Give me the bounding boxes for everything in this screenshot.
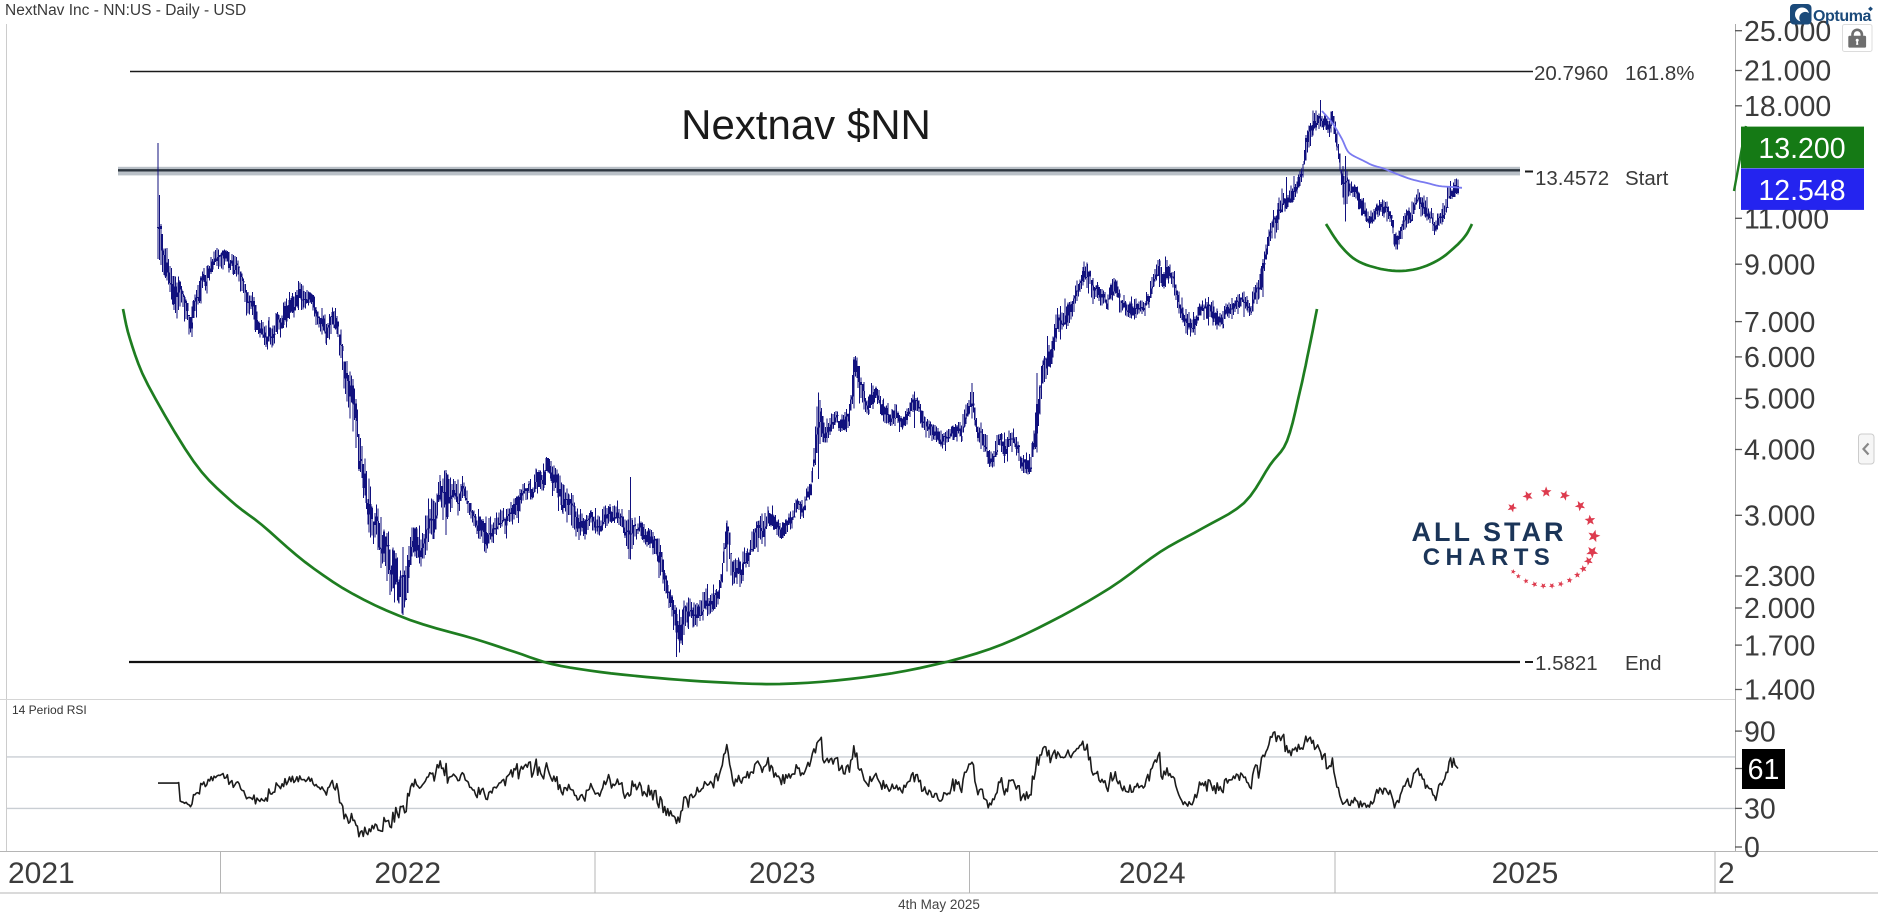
svg-text:Optuma: Optuma — [1813, 8, 1872, 25]
svg-text:20.7960: 20.7960 — [1534, 62, 1608, 85]
svg-text:2021: 2021 — [8, 857, 75, 890]
svg-text:4.000: 4.000 — [1744, 435, 1815, 467]
svg-text:1.700: 1.700 — [1744, 630, 1815, 662]
svg-text:5.000: 5.000 — [1744, 384, 1815, 416]
svg-text:4th May 2025: 4th May 2025 — [898, 897, 980, 912]
svg-text:Nextnav $NN: Nextnav $NN — [681, 101, 931, 148]
svg-text:1.5821: 1.5821 — [1535, 652, 1598, 675]
svg-text:0: 0 — [1744, 832, 1760, 864]
svg-text:21.000: 21.000 — [1744, 56, 1831, 88]
svg-text:9.000: 9.000 — [1744, 249, 1815, 281]
svg-text:2023: 2023 — [749, 857, 816, 890]
svg-text:30: 30 — [1744, 794, 1776, 826]
svg-text:161.8%: 161.8% — [1625, 62, 1695, 85]
svg-text:2024: 2024 — [1119, 857, 1186, 890]
svg-text:12.548: 12.548 — [1758, 175, 1845, 207]
svg-text:90: 90 — [1744, 716, 1776, 748]
svg-text:End: End — [1625, 652, 1661, 675]
svg-text:13.200: 13.200 — [1758, 133, 1845, 165]
svg-text:2: 2 — [1718, 857, 1735, 890]
svg-text:2025: 2025 — [1492, 857, 1559, 890]
svg-text:14 Period RSI: 14 Period RSI — [12, 703, 87, 717]
svg-text:6.000: 6.000 — [1744, 342, 1815, 374]
svg-text:61: 61 — [1748, 754, 1780, 786]
svg-text:2.300: 2.300 — [1744, 561, 1815, 593]
svg-text:3.000: 3.000 — [1744, 501, 1815, 533]
svg-text:25.000: 25.000 — [1744, 16, 1831, 48]
svg-text:18.000: 18.000 — [1744, 91, 1831, 123]
svg-text:13.4572: 13.4572 — [1535, 167, 1609, 190]
svg-text:ALL STAR: ALL STAR — [1412, 517, 1567, 547]
svg-text:1.400: 1.400 — [1744, 675, 1815, 707]
svg-text:NextNav Inc - NN:US - Daily -: NextNav Inc - NN:US - Daily - USD — [5, 2, 246, 19]
svg-text:CHARTS: CHARTS — [1423, 544, 1555, 571]
svg-text:7.000: 7.000 — [1744, 307, 1815, 339]
svg-text:Start: Start — [1625, 167, 1669, 190]
svg-text:2.000: 2.000 — [1744, 593, 1815, 625]
svg-text:2022: 2022 — [374, 857, 441, 890]
